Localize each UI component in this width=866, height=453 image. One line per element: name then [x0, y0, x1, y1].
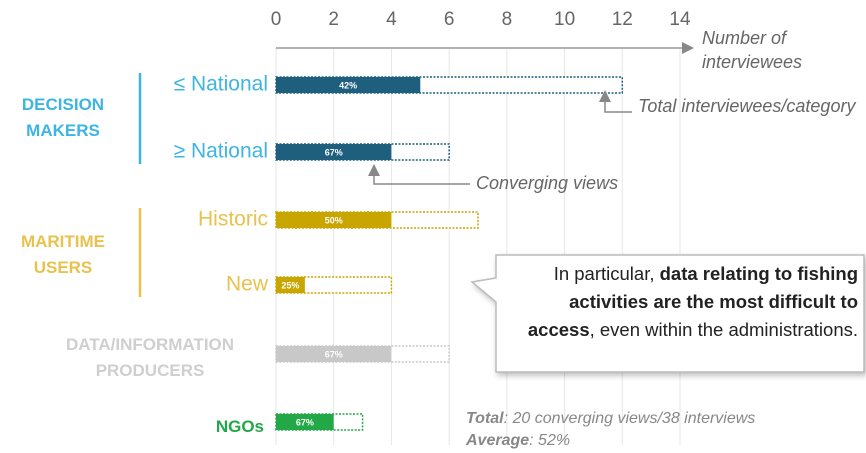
x-tick-label: 0 — [271, 9, 282, 30]
x-tick-label: 8 — [502, 9, 513, 30]
callout-box — [470, 254, 865, 373]
footer-total: Total: 20 converging views/38 interviews — [466, 408, 755, 430]
converging-bar — [276, 277, 305, 293]
value-label: 67% — [325, 147, 343, 157]
value-label: 42% — [339, 80, 357, 90]
category-label: ≥ National — [174, 140, 268, 163]
footer-text: : 20 converging views/38 interviews — [503, 410, 756, 427]
axis-label: Number of interviewees — [702, 28, 803, 72]
value-label: 67% — [296, 417, 314, 427]
group-label: DATA/INFORMATION PRODUCERS — [65, 335, 235, 380]
x-tick-label: 12 — [612, 9, 633, 30]
converging-annotation: Converging views — [476, 173, 619, 193]
footer-label: Total — [466, 410, 504, 427]
footer: Total: 20 converging views/38 interviews… — [466, 408, 755, 452]
value-label: 67% — [325, 349, 343, 359]
group-label: DECISION MAKERS — [21, 95, 105, 140]
converging-bar — [276, 77, 421, 93]
callout-part: In particular, — [553, 263, 660, 284]
x-tick-label: 6 — [444, 9, 455, 30]
converging-arrow — [368, 164, 470, 185]
converging-bar — [276, 346, 392, 362]
x-tick-label: 14 — [669, 9, 691, 30]
callout-part: , even within the administrations. — [589, 319, 858, 340]
total-arrow — [599, 90, 632, 113]
category-label: ≤ National — [174, 73, 268, 96]
x-tick-label: 4 — [386, 9, 397, 30]
callout-bold: data relating to fishing activities are … — [527, 263, 858, 340]
value-label: 50% — [325, 215, 343, 225]
footer-text: : 52% — [529, 432, 571, 449]
category-label: Historic — [198, 208, 268, 231]
total-annotation: Total interviewees/category — [638, 96, 856, 116]
converging-bar — [276, 212, 392, 228]
converging-bar — [276, 144, 392, 160]
category-label: New — [226, 273, 269, 296]
footer-label: Average — [466, 432, 530, 449]
x-tick-label: 2 — [328, 9, 339, 30]
callout-text: In particular, data relating to fishing … — [500, 260, 858, 344]
value-label: 25% — [281, 280, 299, 290]
x-tick-label: 10 — [554, 9, 575, 30]
group-label: MARITIME USERS — [20, 232, 106, 277]
group-label: NGOs — [215, 417, 264, 436]
footer-average: Average: 52% — [466, 430, 755, 452]
converging-bar — [276, 414, 334, 430]
